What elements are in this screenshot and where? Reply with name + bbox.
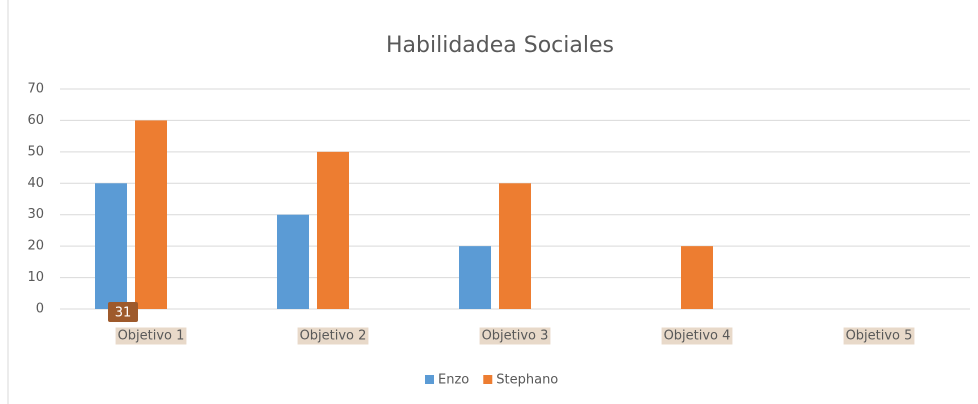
bar [499,183,531,309]
x-tick-label: Objetivo 4 [664,329,731,344]
x-tick-label: Objetivo 3 [482,329,549,344]
category-highlight [661,327,733,345]
badge-label: 31 [115,306,132,321]
legend-label: Enzo [438,373,469,388]
legend-swatch [425,375,434,384]
category-highlight [115,327,187,345]
bar [135,120,167,309]
badge [108,302,138,322]
y-tick-label: 10 [27,270,44,285]
category-highlight [479,327,551,345]
y-tick-label: 40 [27,176,44,191]
category-highlight [843,327,915,345]
y-tick-label: 0 [36,302,44,317]
y-tick-label: 30 [27,207,44,222]
y-tick-label: 50 [27,144,44,159]
bar [681,246,713,309]
bar [277,214,309,309]
x-tick-label: Objetivo 5 [846,329,913,344]
y-tick-label: 20 [27,239,44,254]
y-tick-label: 60 [27,113,44,128]
x-tick-label: Objetivo 2 [300,329,367,344]
bar [95,183,127,309]
y-tick-label: 70 [27,82,44,97]
chart-title: Habilidadea Sociales [386,33,614,58]
legend-label: Stephano [496,373,558,388]
bar [317,151,349,309]
x-tick-label: Objetivo 1 [118,329,185,344]
category-highlight [297,327,369,345]
bar [459,246,491,309]
legend-swatch [483,375,493,384]
